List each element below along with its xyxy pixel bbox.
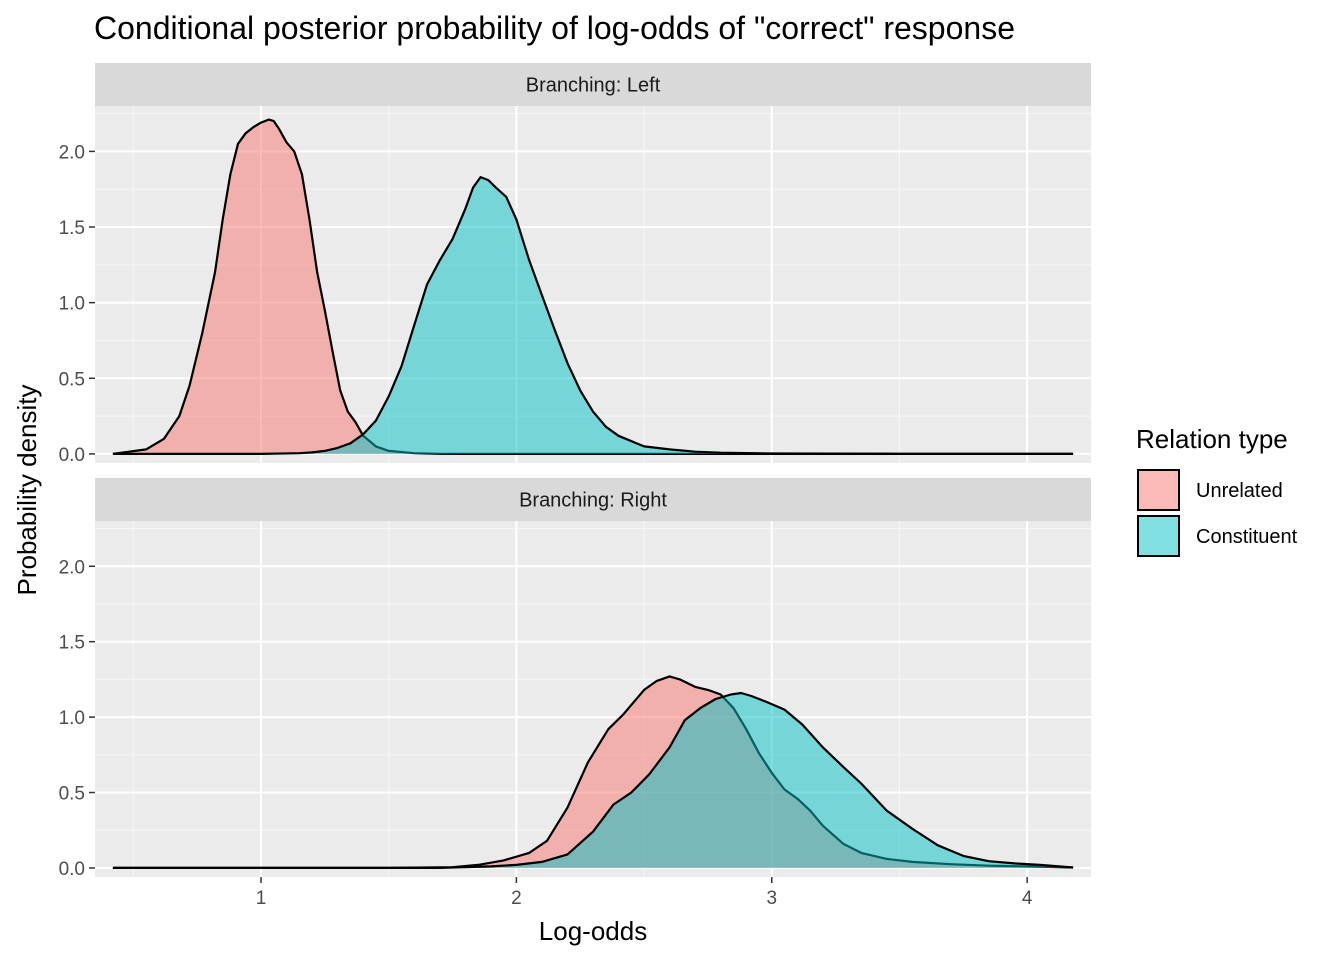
- y-tick-label: 2.0: [59, 142, 85, 163]
- y-tick-label: 1.0: [59, 294, 85, 315]
- density-line-constituent: [112, 691, 1074, 869]
- facet-panel-1: Branching: Left 0.0 0.5 1.0 1.5 2.0: [59, 63, 1091, 466]
- density-area-unrelated: [112, 676, 1074, 868]
- x-tick-label: 4: [1022, 888, 1033, 909]
- y-tick-label: 0.5: [59, 369, 85, 390]
- legend: Relation type Unrelated Constituent: [1136, 424, 1298, 557]
- chart-title: Conditional posterior probability of log…: [94, 10, 1015, 46]
- y-tick-label: 0.0: [59, 859, 85, 880]
- y-axis-title: Probability density: [12, 385, 42, 596]
- facet-strip: [95, 478, 1091, 521]
- x-axis: 1 2 3 4: [256, 877, 1033, 909]
- x-axis-title: Log-odds: [539, 916, 647, 946]
- density-area-constituent: [112, 693, 1074, 868]
- legend-swatch-constituent: [1137, 515, 1180, 557]
- density-area-unrelated: [112, 119, 1074, 454]
- x-tick-label: 3: [766, 888, 777, 909]
- x-tick-label: 2: [511, 888, 522, 909]
- y-tick-label: 0.0: [59, 445, 85, 466]
- facet-strip: [95, 63, 1091, 106]
- facet-strip-label: Branching: Right: [519, 490, 667, 512]
- legend-swatch-unrelated: [1137, 469, 1180, 511]
- y-tick-label: 1.5: [59, 218, 85, 239]
- y-tick-label: 1.5: [59, 633, 85, 654]
- density-line-constituent: [112, 176, 1074, 455]
- legend-label-constituent: Constituent: [1196, 526, 1298, 548]
- facet-strip-label: Branching: Left: [526, 75, 661, 97]
- y-tick-label: 0.5: [59, 784, 85, 805]
- y-tick-label: 2.0: [59, 557, 85, 578]
- facet-panel-2: Branching: Right 0.0 0.5 1.0 1.5 2.0: [59, 478, 1091, 880]
- facets: Branching: Left0.00.51.01.52.0Branching:…: [59, 63, 1091, 880]
- legend-label-unrelated: Unrelated: [1196, 480, 1283, 502]
- x-tick-label: 1: [256, 888, 267, 909]
- y-tick-label: 1.0: [59, 708, 85, 729]
- legend-title: Relation type: [1136, 424, 1288, 454]
